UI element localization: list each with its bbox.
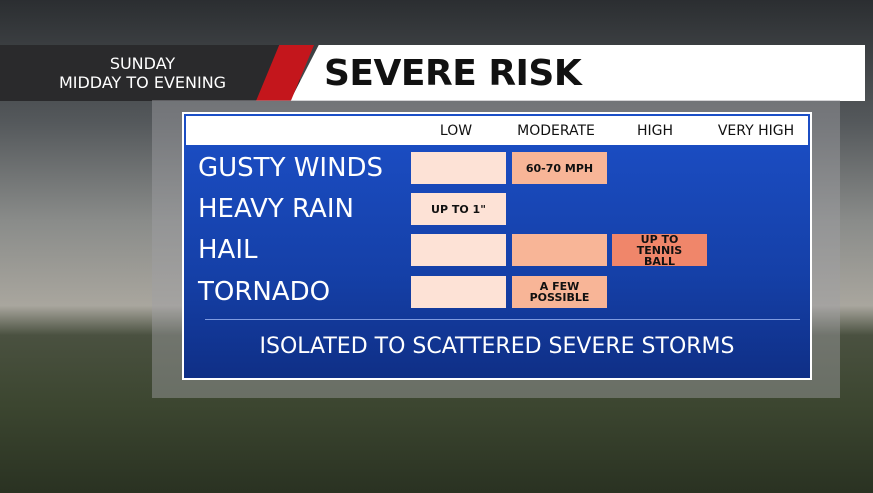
risk-box	[512, 234, 607, 266]
column-label: MODERATE	[517, 123, 595, 139]
row-label: TORNADO	[198, 277, 331, 307]
risk-text: A FEW POSSIBLE	[529, 280, 590, 304]
column-label: LOW	[439, 123, 473, 139]
day-box: SUNDAY MIDDAY TO EVENING	[0, 45, 300, 101]
risk-box	[411, 234, 506, 266]
risk-box	[411, 152, 506, 184]
column-label: HIGH	[636, 123, 674, 139]
column-label: VERY HIGH	[717, 123, 795, 139]
row-label: GUSTY WINDS	[198, 153, 384, 183]
risk-text: UP TO 1"	[431, 202, 486, 216]
title: SEVERE RISK	[324, 53, 582, 94]
risk-box	[411, 276, 506, 308]
risk-box: UP TO TENNIS BALL	[612, 232, 707, 268]
footer: ISOLATED TO SCATTERED SEVERE STORMS	[259, 334, 735, 359]
risk-box: UP TO 1"	[411, 193, 506, 225]
row-label: HAIL	[198, 235, 258, 265]
separator	[205, 319, 800, 320]
risk-text: UP TO TENNIS BALL	[636, 232, 683, 268]
risk-box: 60-70 MPH	[512, 152, 607, 184]
header-strip	[186, 116, 808, 145]
risk-box: A FEW POSSIBLE	[512, 276, 607, 308]
row-label: HEAVY RAIN	[198, 194, 354, 224]
time: MIDDAY TO EVENING	[58, 73, 227, 92]
risk-text: 60-70 MPH	[525, 161, 594, 175]
day: SUNDAY	[109, 54, 176, 73]
title-box: SEVERE RISK	[290, 45, 865, 101]
